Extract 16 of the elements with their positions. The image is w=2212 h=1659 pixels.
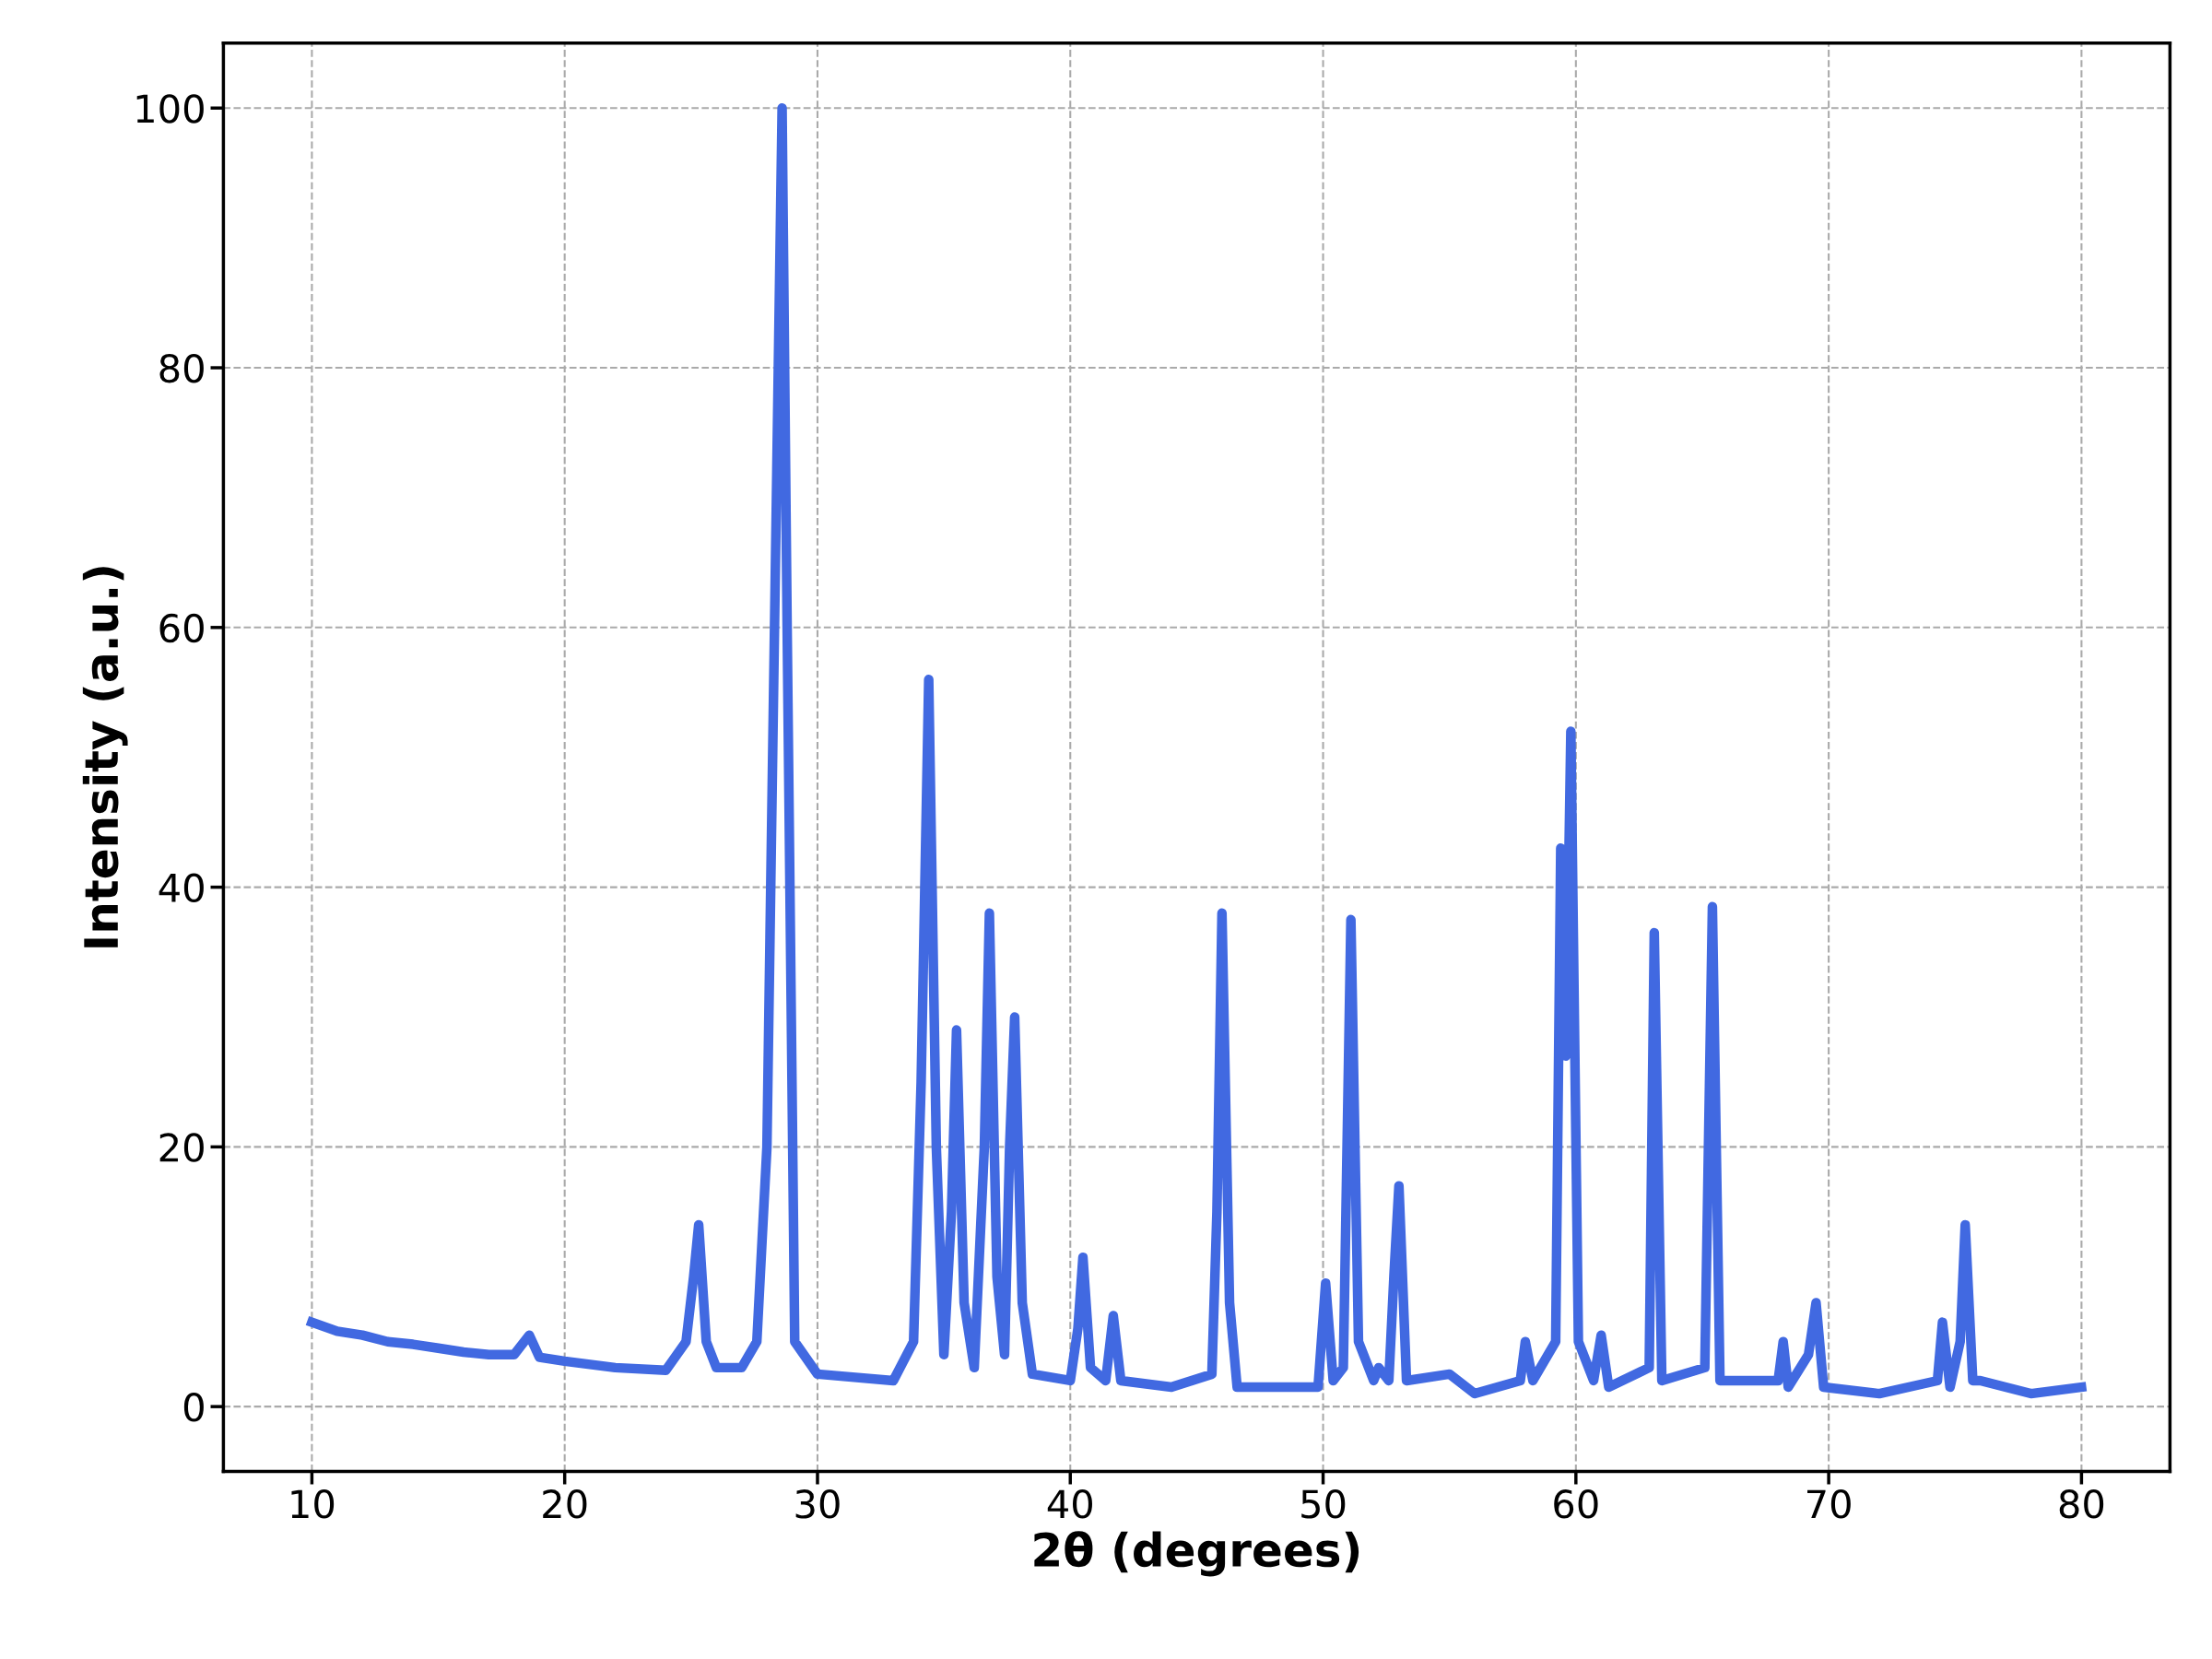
y-axis-title: Intensity (a.u.) xyxy=(82,567,128,947)
x-tick-label: 30 xyxy=(795,1489,840,1519)
x-tick-label: 60 xyxy=(1554,1489,1598,1519)
y-tick-label: 80 xyxy=(159,353,204,383)
x-axis-title: 2θ (degrees) xyxy=(1034,1531,1359,1577)
y-tick-label: 60 xyxy=(159,613,204,643)
x-tick-label: 40 xyxy=(1047,1489,1092,1519)
y-tick-label: 100 xyxy=(136,94,204,124)
y-tick-label: 0 xyxy=(183,1393,204,1422)
x-tick-label: 70 xyxy=(1807,1489,1851,1519)
x-tick-label: 80 xyxy=(2059,1489,2104,1519)
x-tick-label: 10 xyxy=(291,1489,335,1519)
x-tick-label: 20 xyxy=(543,1489,587,1519)
x-tick-label: 50 xyxy=(1301,1489,1346,1519)
y-tick-label: 40 xyxy=(159,873,204,903)
y-tick-label: 20 xyxy=(159,1133,204,1162)
